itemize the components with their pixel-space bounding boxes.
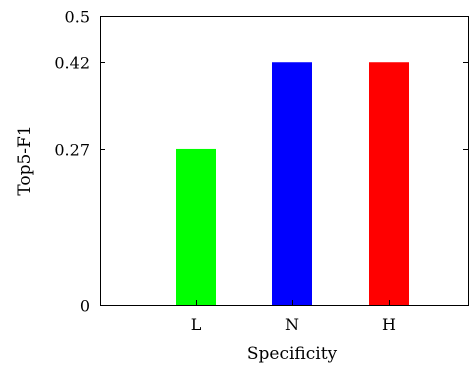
x-axis-title: Specificity	[247, 344, 338, 364]
bar-N	[272, 62, 312, 305]
y-tick-label: 0.5	[65, 8, 90, 27]
y-axis: 0 0.27 0.42 0.5	[54, 8, 468, 316]
x-tick-label-N: N	[285, 315, 299, 334]
x-tick-label-H: H	[382, 315, 396, 334]
x-tick-label-L: L	[191, 315, 202, 334]
bars-layer	[176, 62, 409, 305]
y-tick-label: 0.42	[54, 54, 90, 73]
plot-frame	[100, 16, 469, 306]
bar-H	[369, 62, 409, 305]
y-axis-title: Top5-F1	[15, 125, 35, 195]
bar-L	[176, 148, 216, 305]
y-tick-label: 0.27	[54, 141, 90, 160]
y-tick-label: 0	[80, 297, 90, 316]
